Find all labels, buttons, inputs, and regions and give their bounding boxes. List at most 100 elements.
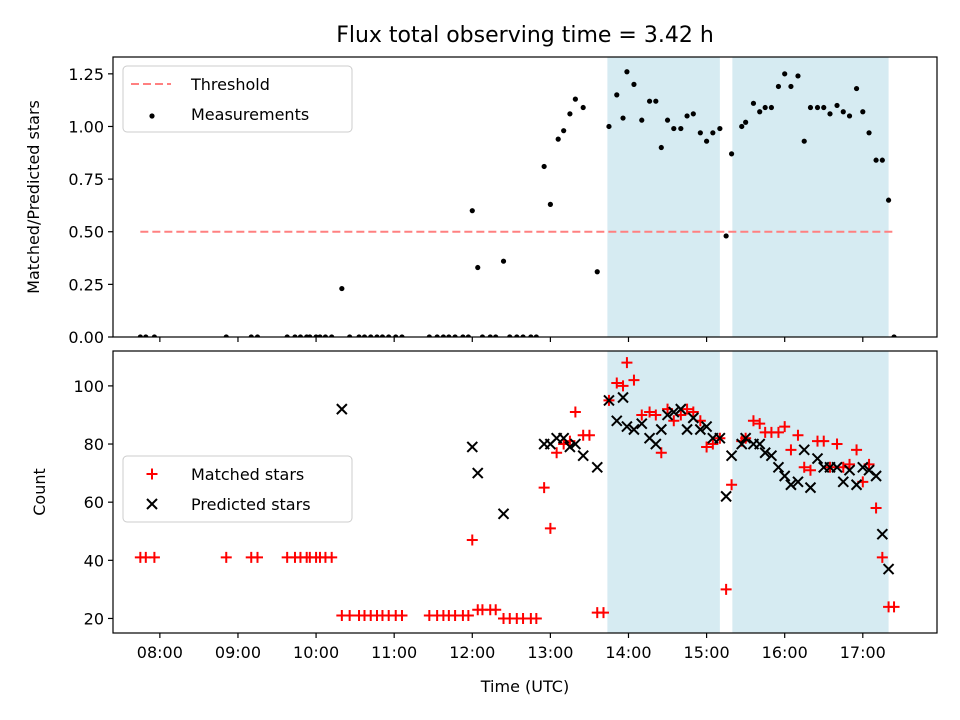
count-plus-point-94 [870,502,882,514]
ratio-dot-point-35 [487,334,493,337]
ratio-dot-point-24 [399,334,405,337]
ratio-dot-point-57 [646,98,653,104]
count-plus-point-90 [844,458,856,470]
ratio-dot-point-32 [469,208,475,214]
ratio-dot-point-73 [750,100,757,106]
count-cross-point-9 [569,438,582,450]
ratio-shaded-interval-0 [607,57,720,337]
ratio-dot-point-51 [606,123,612,130]
chart-title: Flux total observing time = 3.42 h [336,23,714,48]
ratio-ytick-label-5: 1.25 [68,65,104,84]
count-plus-point-31 [462,610,474,622]
ratio-dot-point-82 [807,104,814,111]
count-cross-point-15 [621,420,633,433]
ratio-dot-point-43 [541,163,547,170]
ratio-axes-frame [112,56,938,338]
ratio-plot-area [137,57,897,337]
count-plus-point-16 [344,610,356,622]
count-cross-point-32 [736,438,748,450]
count-plus-point-80 [779,421,791,433]
count-plus-point-36 [490,604,502,616]
ratio-dot-point-39 [514,334,520,337]
count-plus-point-32 [466,534,478,546]
ratio-dot-point-54 [624,69,630,75]
ratio-dot-point-75 [762,104,768,111]
count-cross-point-11 [591,461,603,473]
ratio-dot-point-1 [143,334,149,337]
ratio-dot-point-47 [567,111,573,117]
count-plus-point-5 [251,551,263,563]
count-plus-point-56 [621,357,633,369]
ratio-dot-point-23 [393,334,399,337]
count-cross-point-40 [785,479,797,491]
ratio-dot-point-50 [594,269,600,275]
count-cross-point-17 [636,417,648,430]
count-cross-point-30 [720,490,732,503]
count-cross-point-27 [700,420,713,433]
count-ytick-label-4: 100 [73,377,104,396]
count-plus-point-79 [772,426,784,438]
ratio-legend-label-0: Threshold [190,75,270,94]
count-plus-point-60 [650,409,662,421]
count-cross-point-1 [466,441,478,453]
ratio-dot-point-58 [653,98,659,104]
xtick-label-3: 11:00 [371,643,417,662]
ratio-dot-point-84 [821,104,827,111]
count-ylabel: Count [30,468,49,516]
count-plus-point-65 [681,403,693,415]
ratio-dot-point-25 [426,334,432,337]
count-plus-point-57 [628,374,640,386]
ratio-dot-point-62 [678,125,684,132]
count-cross-point-44 [811,452,824,465]
ratio-dot-point-93 [879,157,885,163]
ratio-dot-point-37 [500,258,507,264]
ratio-dot-point-71 [739,123,745,130]
ratio-dot-point-45 [555,136,561,142]
ratio-legend-box [122,65,353,133]
count-cross-point-26 [694,423,707,436]
ratio-dot-point-5 [254,334,261,337]
count-plus-point-75 [747,415,759,427]
ratio-dot-point-7 [292,334,298,337]
ratio-dot-point-28 [446,334,452,337]
ratio-dot-point-59 [658,144,664,151]
count-cross-point-37 [765,449,778,462]
ratio-dot-point-34 [479,334,486,337]
ratio-dot-point-85 [827,111,833,117]
count-plus-point-68 [701,441,713,453]
ratio-dot-point-48 [572,96,578,102]
ratio-dot-point-14 [329,334,335,337]
count-plus-point-88 [831,438,843,450]
count-plus-point-61 [655,447,667,459]
ratio-dot-point-88 [846,113,853,119]
count-cross-point-25 [687,412,700,424]
ratio-dot-point-3 [223,334,229,337]
ratio-dot-point-70 [728,151,735,157]
ratio-dot-point-36 [493,334,499,337]
count-plus-point-44 [544,522,556,534]
ratio-dot-point-95 [891,334,897,337]
count-cross-point-19 [650,438,662,450]
count-plot-area [134,351,900,633]
count-cross-point-2 [472,467,484,479]
count-cross-point-14 [617,391,629,404]
ratio-dot-point-41 [528,334,534,337]
count-ytick-label-1: 40 [84,551,104,570]
count-plus-point-45 [551,447,563,459]
ratio-dot-point-16 [347,334,353,337]
count-cross-point-24 [681,423,693,436]
ratio-dot-point-52 [614,92,620,98]
ratio-dot-point-76 [768,104,775,111]
ratio-legend-label-1: Measurements [191,105,309,124]
ratio-dot-point-12 [317,334,323,337]
legend-matched-swatch [146,468,158,480]
count-cross-point-22 [668,406,680,418]
ratio-dot-point-15 [339,285,345,292]
count-plus-point-71 [720,583,732,595]
xtick-label-0: 08:00 [137,643,183,662]
ratio-dot-point-20 [374,334,380,337]
count-legend-label-1: Predicted stars [191,495,311,514]
ratio-dot-point-53 [620,115,626,121]
count-plus-point-50 [583,429,595,441]
ratio-dot-point-6 [284,334,290,337]
